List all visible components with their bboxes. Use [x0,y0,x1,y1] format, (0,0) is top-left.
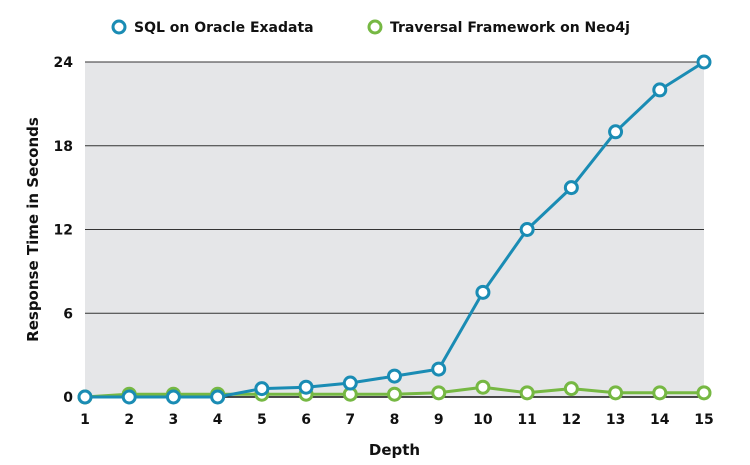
legend-label-sql: SQL on Oracle Exadata [134,20,314,36]
data-point-sql-10 [475,284,491,300]
data-point-sql-1 [77,389,93,405]
legend-marker-neo4j [367,19,383,35]
legend: SQL on Oracle Exadata Traversal Framewor… [111,19,630,36]
data-point-sql-15 [696,54,712,70]
x-tick-label-12: 12 [562,412,581,428]
y-tick-label-0: 0 [63,390,73,406]
x-tick-label-3: 3 [169,412,179,428]
data-point-neo4j-14 [652,385,668,401]
data-point-neo4j-10 [475,379,491,395]
data-point-neo4j-13 [608,385,624,401]
data-point-neo4j-15 [696,385,712,401]
data-point-neo4j-9 [431,385,447,401]
data-point-neo4j-12 [563,381,579,397]
series-markers [77,54,712,405]
data-point-neo4j-11 [519,385,535,401]
data-point-sql-4 [210,389,226,405]
data-point-sql-7 [342,375,358,391]
x-tick-label-11: 11 [517,412,536,428]
x-tick-label-9: 9 [434,412,444,428]
data-point-neo4j-8 [387,386,402,402]
x-tick-label-6: 6 [301,412,311,428]
data-point-sql-5 [254,381,270,397]
y-tick-label-24: 24 [54,55,74,71]
x-tick-label-7: 7 [345,412,355,428]
y-tick-label-6: 6 [63,306,73,322]
y-tick-label-18: 18 [54,139,73,155]
data-point-sql-13 [608,124,624,140]
grid-lines [85,61,704,398]
data-point-sql-12 [563,180,579,196]
data-point-sql-9 [431,361,447,377]
data-point-sql-3 [165,389,181,405]
x-tick-label-13: 13 [606,412,625,428]
y-axis-title: Response Time in Seconds [24,117,42,342]
legend-label-neo4j: Traversal Framework on Neo4j [390,20,630,36]
data-point-sql-2 [121,389,137,405]
data-point-sql-14 [652,82,668,98]
data-point-sql-8 [387,368,402,384]
x-tick-label-1: 1 [80,412,90,428]
x-axis-title: Depth [369,441,420,459]
data-point-sql-6 [298,379,314,395]
x-tick-label-10: 10 [473,412,493,428]
x-tick-label-4: 4 [213,412,223,428]
x-tick-label-8: 8 [390,412,400,428]
x-tick-label-5: 5 [257,412,267,428]
x-tick-label-14: 14 [650,412,670,428]
x-tick-label-15: 15 [694,412,713,428]
y-tick-label-12: 12 [54,223,73,239]
x-tick-label-2: 2 [124,412,134,428]
legend-marker-sql [111,19,127,35]
data-point-sql-11 [519,222,535,237]
